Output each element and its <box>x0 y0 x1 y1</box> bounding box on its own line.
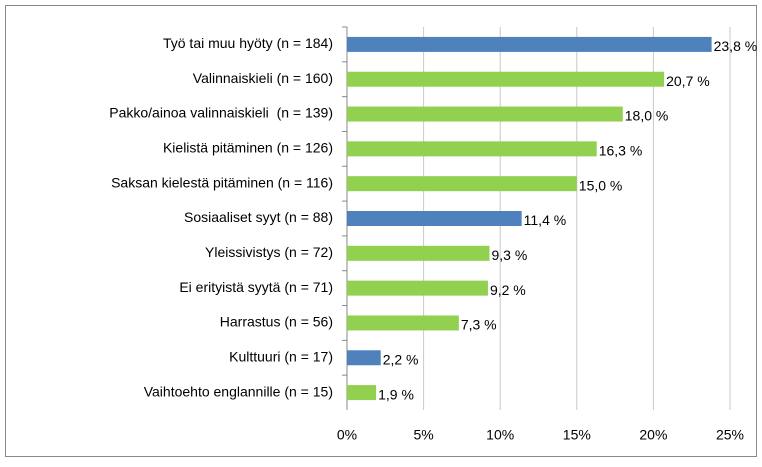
data-label: 11,4 % <box>524 212 567 228</box>
bar <box>347 176 577 192</box>
bar <box>347 245 490 261</box>
y-tick-label: Kielistä pitäminen (n = 126) <box>163 140 333 156</box>
bar <box>347 315 459 331</box>
x-tick-label: 15% <box>563 427 591 443</box>
x-tick-label: 20% <box>639 427 667 443</box>
bar <box>347 71 665 87</box>
bar <box>347 141 597 157</box>
data-label: 16,3 % <box>599 143 643 159</box>
data-label: 23,8 % <box>714 38 758 54</box>
x-tick-label: 10% <box>486 427 514 443</box>
bar <box>347 385 377 401</box>
bar <box>347 106 623 122</box>
y-tick-label: Harrastus (n = 56) <box>220 314 333 330</box>
y-tick-label: Pakko/ainoa valinnaiskieli (n = 139) <box>109 105 333 121</box>
y-tick-label: Vaihtoehto englannille (n = 15) <box>144 383 333 399</box>
y-tick-label: Työ tai muu hyöty (n = 184) <box>163 35 333 51</box>
bar <box>347 280 488 296</box>
data-label: 2,2 % <box>383 351 419 367</box>
data-label: 7,3 % <box>461 317 497 333</box>
x-tick-label: 25% <box>716 427 744 443</box>
data-label: 9,2 % <box>490 282 526 298</box>
y-tick-label: Sosiaaliset syyt (n = 88) <box>184 209 333 225</box>
bar <box>347 211 522 226</box>
y-tick-label: Yleissivistys (n = 72) <box>205 244 333 260</box>
y-tick-label: Ei erityistä syytä (n = 71) <box>179 279 333 295</box>
y-tick-label: Valinnaiskieli (n = 160) <box>193 70 333 86</box>
bar <box>347 350 381 366</box>
data-label: 9,3 % <box>491 247 527 263</box>
x-tick-label: 0% <box>337 427 357 443</box>
bar <box>347 36 712 52</box>
x-tick-label: 5% <box>413 427 433 443</box>
data-label: 15,0 % <box>579 177 623 193</box>
y-tick-label: Saksan kielestä pitäminen (n = 116) <box>111 174 333 190</box>
data-label: 1,9 % <box>378 386 414 402</box>
data-label: 18,0 % <box>625 108 669 124</box>
data-label: 20,7 % <box>666 73 710 89</box>
y-tick-label: Kulttuuri (n = 17) <box>229 348 333 364</box>
